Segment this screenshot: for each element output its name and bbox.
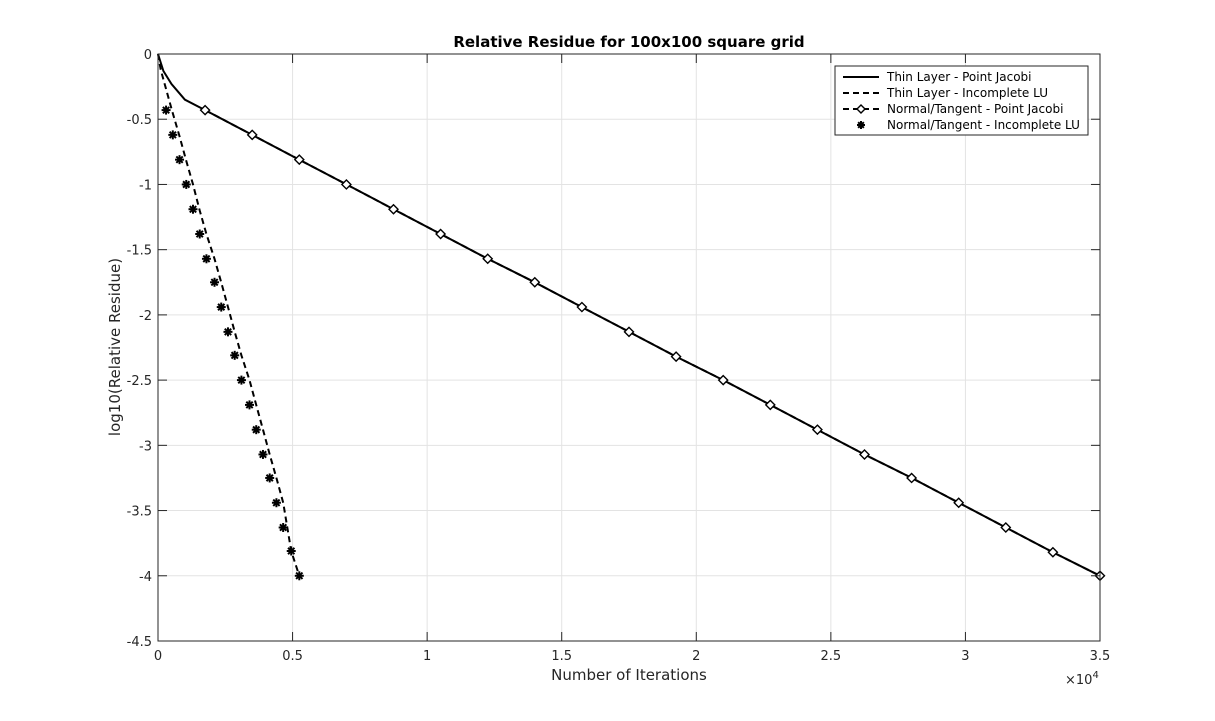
x-tick-label: 1: [423, 649, 431, 664]
plot-area: [158, 54, 1100, 641]
data-point-normal-tangent-point-jacobi: [623, 326, 635, 338]
legend-entry-normal-tangent-incomplete-lu: Normal/Tangent - Incomplete LU: [857, 118, 1080, 132]
data-point-normal-tangent-point-jacobi: [576, 301, 588, 313]
data-point-normal-tangent-point-jacobi: [435, 228, 447, 240]
y-tick-label: -1.5: [127, 244, 152, 259]
y-tick-label: -2.5: [127, 374, 152, 389]
data-point-normal-tangent-incomplete-lu: [251, 425, 261, 435]
data-point-normal-tangent-point-jacobi: [293, 154, 305, 166]
data-point-normal-tangent-incomplete-lu: [258, 449, 268, 459]
y-tick-label: -4.5: [127, 635, 152, 650]
y-tick-label: -3.5: [127, 505, 152, 520]
x-axis-label: Number of Iterations: [551, 666, 707, 684]
legend-label-thin-layer-point-jacobi: Thin Layer - Point Jacobi: [886, 70, 1032, 84]
data-point-normal-tangent-incomplete-lu: [230, 350, 240, 360]
series-layer: [157, 53, 1106, 582]
data-point-normal-tangent-point-jacobi: [953, 497, 965, 509]
x-tick-label: 0: [154, 649, 162, 664]
x-tick-label: 2: [692, 649, 700, 664]
data-point-normal-tangent-incomplete-lu: [223, 327, 233, 337]
data-point-normal-tangent-incomplete-lu: [286, 546, 296, 556]
data-point-normal-tangent-incomplete-lu: [245, 400, 255, 410]
y-tick-label: 0: [144, 48, 152, 63]
data-point-normal-tangent-incomplete-lu: [210, 277, 220, 287]
data-point-normal-tangent-point-jacobi: [340, 178, 352, 190]
data-point-normal-tangent-incomplete-lu: [265, 473, 275, 483]
series-thin-layer-incomplete-lu: [157, 53, 301, 577]
legend: Thin Layer - Point Jacobi Thin Layer - In…: [834, 65, 1089, 136]
data-point-normal-tangent-point-jacobi: [859, 448, 870, 460]
data-point-normal-tangent-point-jacobi: [1047, 546, 1059, 558]
x-tick-label: 0.5: [282, 649, 303, 664]
x-multiplier-exponent: 4: [1092, 670, 1098, 681]
x-tick-label: 2.5: [821, 649, 842, 664]
data-point-normal-tangent-incomplete-lu: [216, 302, 226, 312]
y-axis-label: log10(Relative Residue): [106, 258, 124, 436]
y-tick-label: -4: [139, 570, 152, 585]
legend-entry-thin-layer-incomplete-lu: Thin Layer - Incomplete LU: [843, 86, 1048, 100]
y-tick-label: -0.5: [127, 113, 152, 128]
data-point-normal-tangent-point-jacobi: [482, 253, 494, 265]
legend-entry-normal-tangent-point-jacobi: Normal/Tangent - Point Jacobi: [843, 102, 1063, 116]
series-normal-tangent-incomplete-lu: [161, 105, 304, 581]
data-point-normal-tangent-incomplete-lu: [188, 204, 198, 214]
data-point-normal-tangent-incomplete-lu: [181, 179, 191, 189]
legend-label-normal-tangent-incomplete-lu: Normal/Tangent - Incomplete LU: [887, 118, 1080, 132]
plot-frame: [157, 53, 1101, 642]
y-tick-label: -2: [139, 309, 152, 324]
data-point-normal-tangent-incomplete-lu: [175, 155, 185, 165]
series-normal-tangent-point-jacobi: [199, 104, 1106, 582]
data-point-normal-tangent-point-jacobi: [811, 424, 823, 436]
data-point-normal-tangent-point-jacobi: [670, 351, 682, 363]
legend-marker-normal-tangent-incomplete-lu: [857, 121, 865, 129]
data-point-normal-tangent-point-jacobi: [1000, 522, 1012, 534]
grid-lines: [158, 54, 1100, 641]
data-point-normal-tangent-point-jacobi: [529, 276, 541, 288]
legend-label-thin-layer-incomplete-lu: Thin Layer - Incomplete LU: [886, 86, 1048, 100]
data-point-normal-tangent-point-jacobi: [906, 472, 918, 484]
data-point-normal-tangent-incomplete-lu: [236, 375, 246, 385]
data-point-normal-tangent-incomplete-lu: [294, 571, 304, 581]
x-multiplier-base: ×10: [1065, 673, 1092, 688]
x-tick-label: 1.5: [551, 649, 572, 664]
x-tick-label: 3: [961, 649, 969, 664]
data-point-normal-tangent-incomplete-lu: [161, 105, 171, 115]
legend-label-normal-tangent-point-jacobi: Normal/Tangent - Point Jacobi: [887, 102, 1063, 116]
data-point-normal-tangent-point-jacobi: [246, 129, 258, 141]
data-point-normal-tangent-incomplete-lu: [278, 523, 288, 533]
chart-title: Relative Residue for 100x100 square grid: [453, 33, 804, 51]
y-tick-label: -3: [139, 439, 152, 454]
data-point-normal-tangent-point-jacobi: [199, 104, 211, 116]
y-tick-label: -1: [139, 178, 152, 193]
legend-entry-thin-layer-point-jacobi: Thin Layer - Point Jacobi: [843, 70, 1032, 84]
series-line-thin-layer-incomplete-lu: [157, 53, 301, 577]
data-point-normal-tangent-incomplete-lu: [201, 254, 211, 264]
series-line-normal-tangent-point-jacobi: [204, 109, 1101, 577]
data-point-normal-tangent-point-jacobi: [764, 399, 776, 411]
axis-ticks: 0 0.5 1 1.5 2 2.5 3 3.5 0 -0.5 -1 -1.5 -2 -2.5 -3 -3.5 -…: [127, 48, 1111, 664]
data-point-normal-tangent-incomplete-lu: [271, 498, 281, 508]
x-axis-multiplier: ×104: [1065, 670, 1099, 688]
data-point-normal-tangent-incomplete-lu: [195, 229, 205, 239]
data-point-normal-tangent-incomplete-lu: [168, 130, 178, 140]
x-tick-label: 3.5: [1090, 649, 1111, 664]
data-point-normal-tangent-point-jacobi: [717, 374, 729, 386]
legend-marker-normal-tangent-point-jacobi: [856, 104, 866, 114]
data-point-normal-tangent-point-jacobi: [388, 203, 399, 215]
